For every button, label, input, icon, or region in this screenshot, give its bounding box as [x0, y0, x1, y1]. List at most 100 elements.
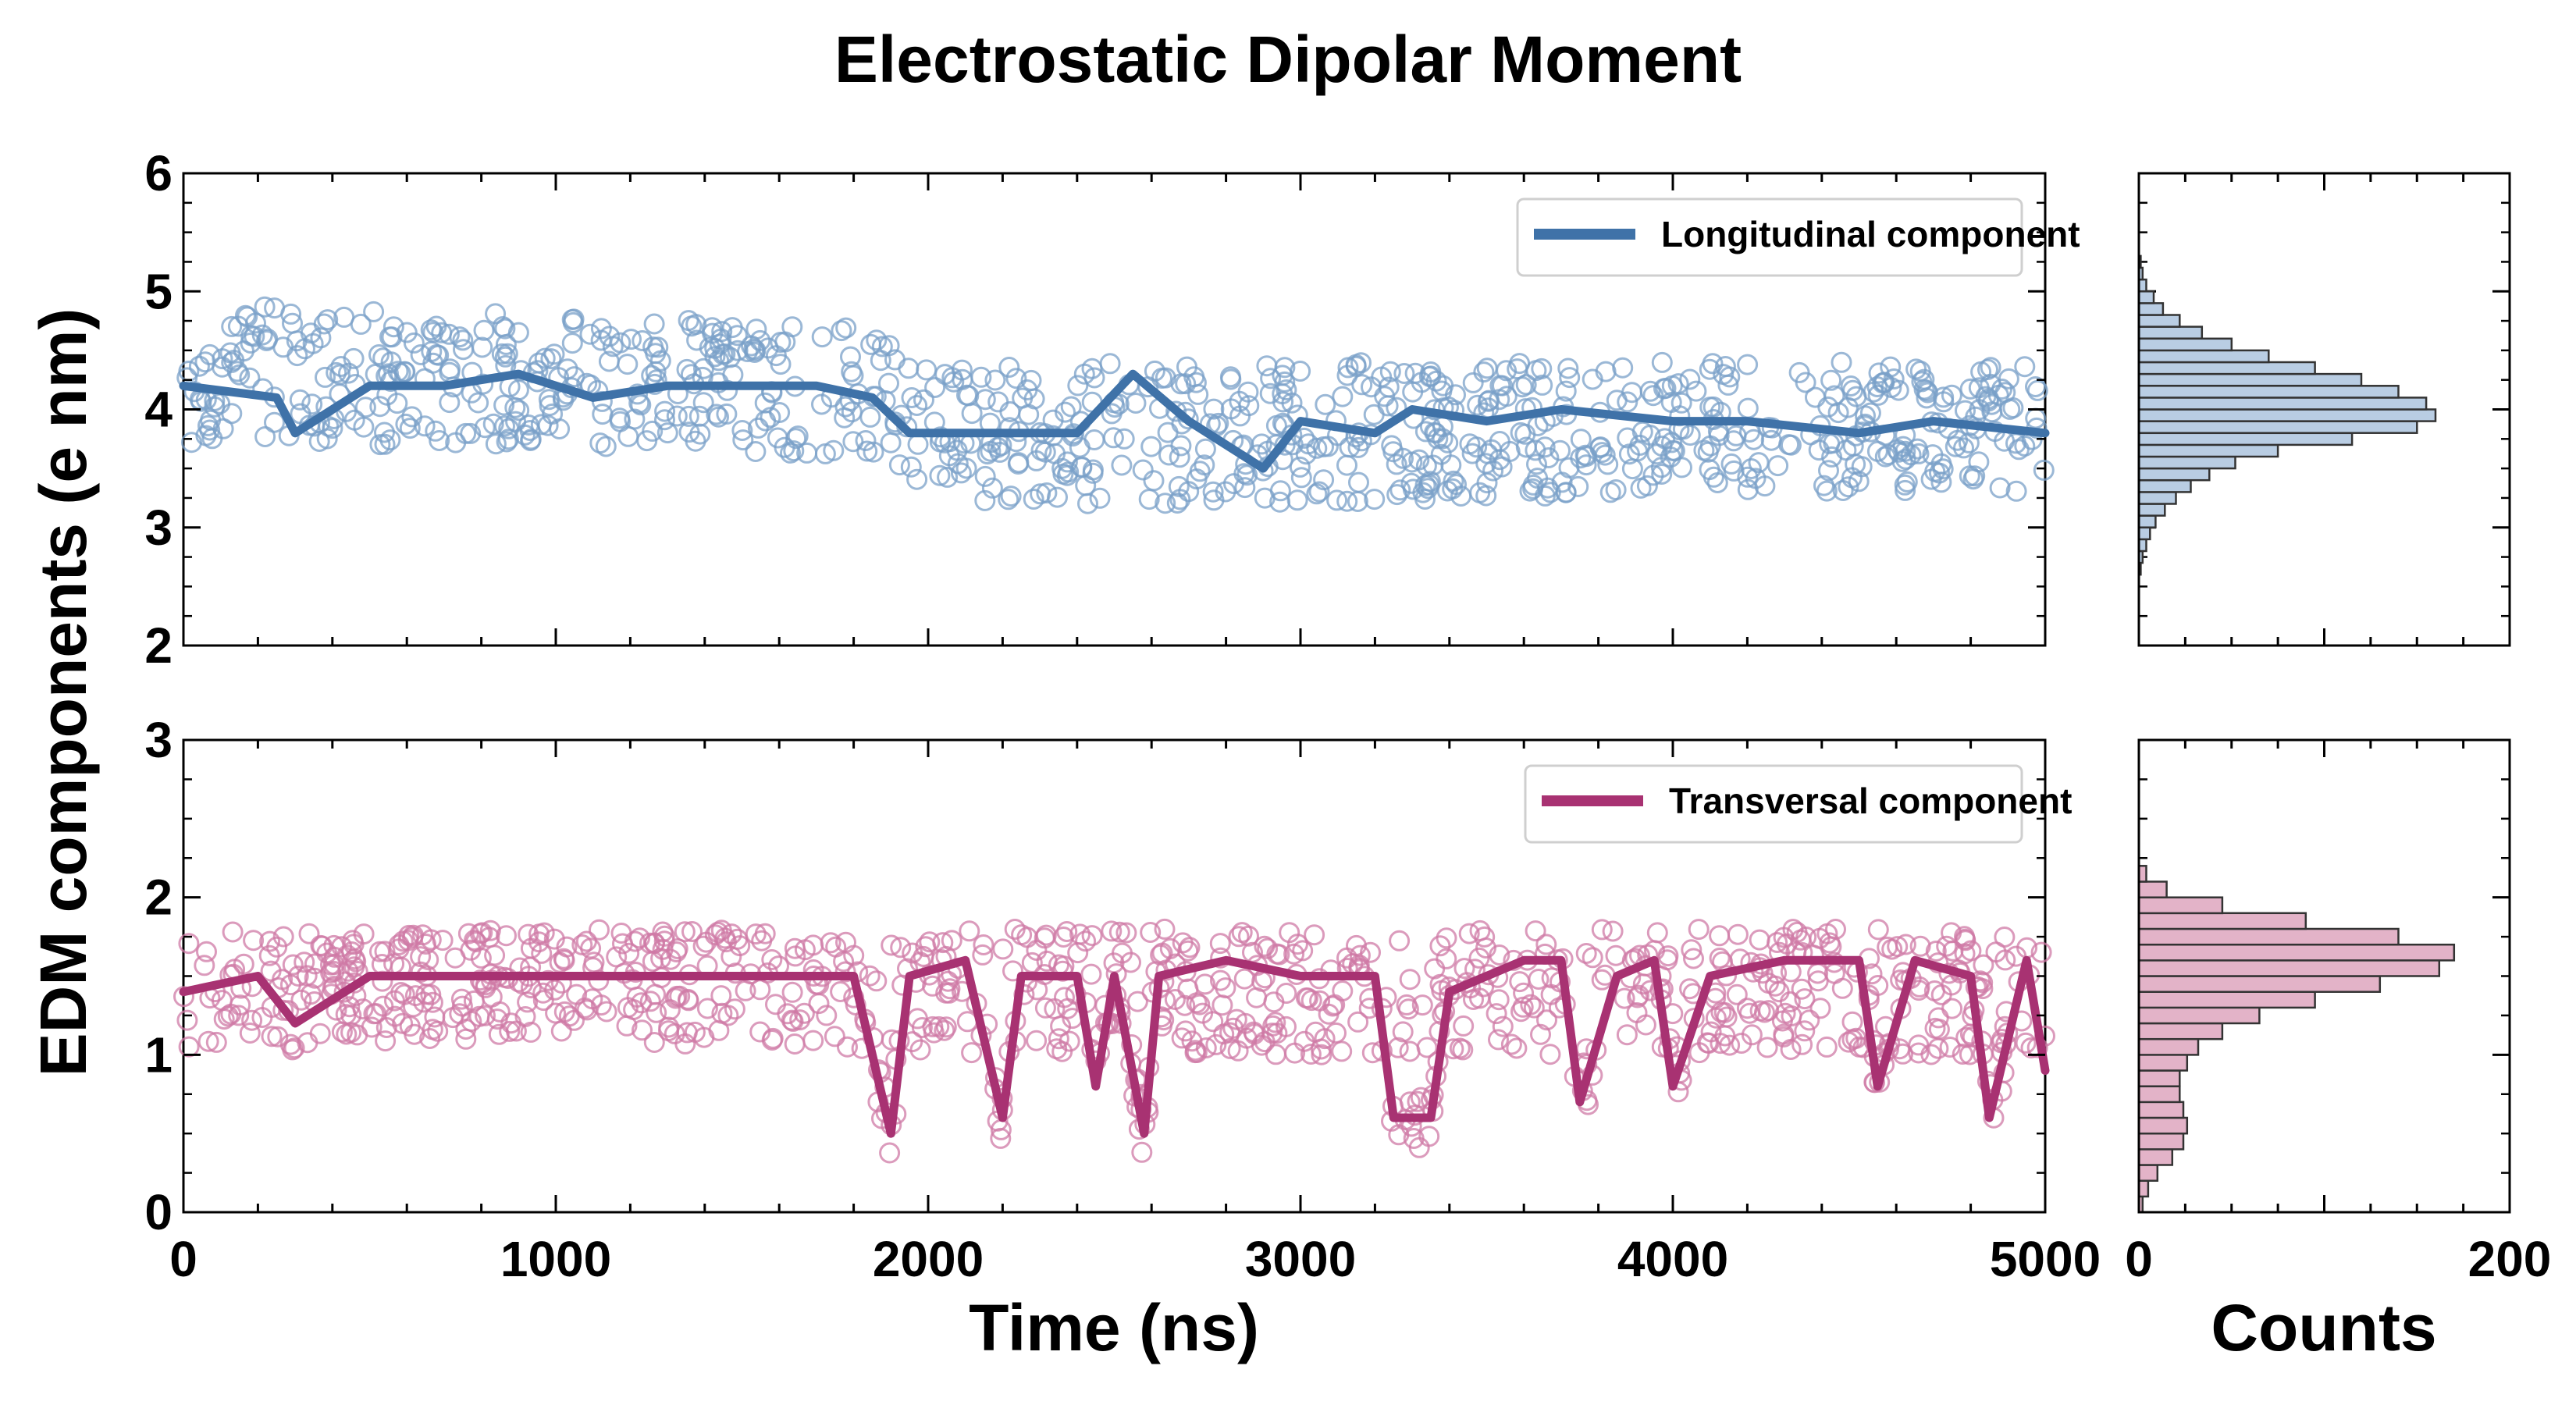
scatter-point: [301, 393, 323, 415]
scatter-point: [1345, 355, 1367, 377]
scatter-point: [1851, 456, 1873, 478]
scatter-point: [491, 343, 513, 365]
histogram-bar: [2137, 420, 2418, 434]
scatter-point: [297, 1032, 318, 1054]
scatter-point: [1286, 489, 1308, 511]
scatter-point: [469, 923, 491, 944]
scatter-point: [811, 326, 833, 348]
scatter-point: [674, 1033, 696, 1055]
scatter-point: [1228, 926, 1250, 948]
scatter-point: [1908, 443, 1930, 464]
scatter-point: [692, 935, 714, 957]
scatter-point: [181, 432, 202, 454]
scatter-point: [784, 1033, 806, 1055]
scatter-point: [1781, 1005, 1802, 1026]
scatter-point: [922, 975, 944, 997]
scatter-point: [1795, 927, 1817, 948]
scatter-point: [1348, 471, 1369, 493]
bottom-legend-label: Transversal component: [1669, 781, 2072, 821]
scatter-point: [1954, 926, 1975, 948]
scatter-point: [636, 430, 658, 452]
scatter-point: [485, 433, 507, 455]
scatter-point: [1181, 1030, 1203, 1052]
histogram-bar: [2137, 1069, 2181, 1087]
histogram-bar: [2137, 1164, 2159, 1182]
histogram-bar: [2137, 927, 2400, 946]
scatter-point: [878, 372, 899, 394]
scatter-point: [1138, 489, 1160, 510]
scatter-point: [1419, 415, 1441, 437]
scatter-point: [970, 366, 992, 388]
scatter-point: [205, 1031, 227, 1053]
scatter-point: [1488, 1029, 1509, 1051]
scatter-point: [1773, 1023, 1795, 1045]
scatter-point: [178, 933, 200, 955]
scatter-point: [576, 999, 598, 1021]
scatter-point: [260, 960, 282, 982]
scatter-point: [1080, 963, 1102, 985]
scatter-point: [1920, 468, 1942, 490]
scatter-point: [1883, 368, 1905, 389]
scatter-point: [731, 420, 753, 441]
scatter-point: [1164, 989, 1186, 1010]
bottom-y-axis-ticks: 0 1 2 3: [144, 712, 2510, 1240]
x-tick-label: 3000: [1245, 1231, 1356, 1287]
scatter-point: [1326, 489, 1348, 511]
scatter-point: [1177, 978, 1199, 1000]
scatter-point: [617, 354, 639, 375]
scatter-point: [1617, 427, 1638, 449]
scatter-point: [1289, 456, 1311, 478]
scatter-point: [1205, 1033, 1227, 1055]
scatter-point: [1685, 380, 1707, 402]
scatter-point: [514, 1006, 536, 1027]
scatter-point: [1251, 433, 1272, 455]
scatter-point: [532, 982, 554, 1004]
scatter-point: [1567, 475, 1589, 497]
scatter-point: [331, 1021, 353, 1043]
scatter-point: [831, 320, 852, 342]
scatter-point: [1309, 990, 1331, 1012]
scatter-point: [1016, 927, 1038, 948]
scatter-point: [1467, 394, 1489, 416]
scatter-point: [1539, 482, 1561, 503]
scatter-point: [1442, 478, 1464, 500]
scatter-point: [1274, 357, 1296, 379]
scatter-point: [1737, 354, 1759, 375]
scatter-point: [1219, 1037, 1241, 1059]
scatter-point: [1780, 961, 1802, 983]
scatter-point: [369, 941, 390, 962]
scatter-point: [497, 429, 519, 450]
histogram-bar: [2137, 526, 2151, 541]
scatter-point: [843, 944, 865, 966]
hist-x-tick-label: 0: [2125, 1231, 2153, 1287]
scatter-point: [254, 296, 276, 318]
scatter-point: [1308, 481, 1330, 503]
scatter-point: [461, 1010, 482, 1032]
scatter-point: [1642, 385, 1664, 407]
scatter-point: [1867, 919, 1889, 941]
scatter-point: [1621, 382, 1643, 404]
scatter-point: [1597, 454, 1619, 475]
scatter-point: [1749, 929, 1770, 951]
scatter-point: [1155, 493, 1176, 514]
scatter-point: [543, 928, 565, 950]
scatter-point: [494, 346, 516, 368]
scatter-point: [1445, 384, 1466, 406]
scatter-point: [323, 946, 345, 968]
scatter-point: [484, 944, 506, 966]
scatter-point: [1809, 998, 1831, 1019]
scatter-point: [1960, 940, 1982, 962]
scatter-point: [369, 434, 391, 456]
scatter-point: [866, 970, 888, 992]
scatter-point: [229, 364, 251, 386]
scatter-point: [1126, 991, 1148, 1012]
scatter-point: [1736, 998, 1758, 1019]
histogram-bar: [2137, 1085, 2181, 1104]
y-tick-label: 3: [144, 712, 173, 768]
scatter-point: [916, 359, 938, 381]
scatter-point: [1313, 436, 1334, 457]
scatter-point: [1194, 438, 1216, 460]
scatter-point: [1036, 482, 1058, 503]
scatter-point: [802, 934, 824, 956]
scatter-point: [1485, 1003, 1507, 1025]
